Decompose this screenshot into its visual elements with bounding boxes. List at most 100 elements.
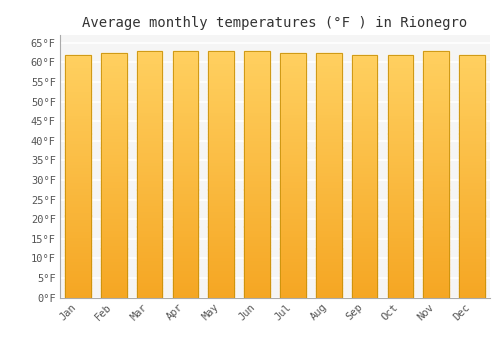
Bar [280, 181, 306, 184]
Bar [136, 137, 162, 140]
Bar [316, 62, 342, 65]
Bar [316, 98, 342, 101]
Bar [101, 62, 126, 65]
Bar [136, 267, 162, 270]
Bar [424, 72, 449, 75]
Bar [244, 202, 270, 205]
Bar [208, 155, 234, 159]
Bar [65, 70, 91, 73]
Bar [172, 248, 199, 251]
Bar [316, 215, 342, 218]
Bar [280, 52, 306, 56]
Bar [65, 225, 91, 228]
Bar [101, 154, 126, 157]
Bar [136, 205, 162, 208]
Bar [65, 267, 91, 270]
Bar [388, 255, 413, 258]
Bar [280, 169, 306, 172]
Bar [388, 61, 413, 64]
Bar [101, 178, 126, 181]
Bar [65, 88, 91, 91]
Bar [101, 258, 126, 261]
Bar [172, 72, 199, 75]
Bar [352, 127, 378, 131]
Bar [172, 57, 199, 60]
Bar [459, 140, 485, 143]
Bar [65, 167, 91, 170]
Bar [172, 270, 199, 273]
Bar [388, 55, 413, 58]
Bar [244, 60, 270, 63]
Bar [424, 134, 449, 137]
Bar [244, 112, 270, 116]
Bar [101, 194, 126, 196]
Bar [459, 106, 485, 109]
Bar [352, 188, 378, 191]
Bar [352, 124, 378, 127]
Bar [352, 158, 378, 161]
Bar [316, 199, 342, 203]
Bar [208, 168, 234, 171]
Bar [65, 112, 91, 115]
Bar [424, 143, 449, 146]
Bar [208, 116, 234, 119]
Bar [388, 234, 413, 237]
Bar [208, 171, 234, 174]
Bar [101, 166, 126, 169]
Bar [136, 128, 162, 131]
Bar [459, 234, 485, 237]
Bar [172, 273, 199, 276]
Bar [424, 125, 449, 128]
Bar [280, 141, 306, 145]
Bar [208, 119, 234, 122]
Bar [388, 243, 413, 246]
Bar [101, 65, 126, 68]
Bar [352, 167, 378, 170]
Bar [208, 282, 234, 285]
Bar [172, 60, 199, 63]
Bar [459, 194, 485, 197]
Bar [136, 242, 162, 245]
Bar [65, 249, 91, 252]
Bar [65, 55, 91, 58]
Bar [136, 251, 162, 254]
Bar [172, 91, 199, 94]
Bar [65, 115, 91, 118]
Bar [424, 155, 449, 159]
Bar [459, 188, 485, 191]
Bar [459, 212, 485, 216]
Bar [459, 228, 485, 231]
Bar [459, 146, 485, 149]
Bar [101, 199, 126, 203]
Bar [424, 75, 449, 78]
Bar [136, 131, 162, 134]
Bar [459, 161, 485, 164]
Bar [388, 218, 413, 222]
Bar [424, 205, 449, 208]
Bar [316, 172, 342, 175]
Bar [208, 242, 234, 245]
Bar [388, 167, 413, 170]
Bar [65, 252, 91, 255]
Bar [136, 57, 162, 60]
Bar [101, 56, 126, 59]
Bar [280, 199, 306, 203]
Bar [208, 72, 234, 75]
Bar [280, 117, 306, 120]
Bar [136, 270, 162, 273]
Bar [65, 164, 91, 167]
Bar [65, 203, 91, 206]
Bar [172, 63, 199, 66]
Bar [244, 177, 270, 180]
Bar [101, 248, 126, 252]
Bar [459, 243, 485, 246]
Bar [316, 105, 342, 108]
Bar [316, 273, 342, 276]
Bar [352, 258, 378, 261]
Bar [172, 196, 199, 199]
Bar [136, 202, 162, 205]
Bar [101, 52, 126, 56]
Bar [388, 85, 413, 88]
Bar [101, 175, 126, 178]
Bar [280, 227, 306, 230]
